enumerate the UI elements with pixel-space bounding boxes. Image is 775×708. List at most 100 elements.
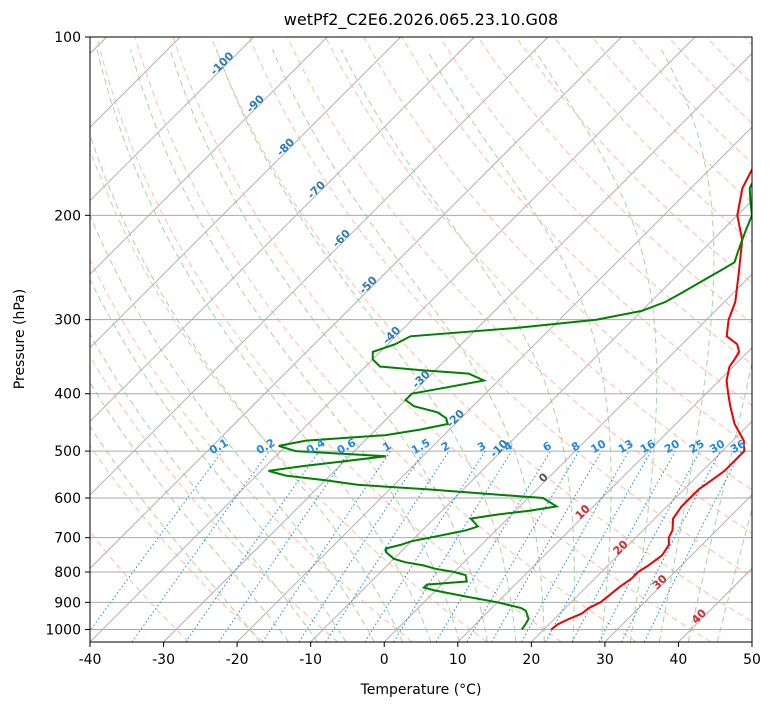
- moist-adiabat-line: [716, 507, 752, 642]
- isotherm-line: [604, 494, 752, 642]
- mixing-ratio-label: 0.2: [254, 436, 277, 457]
- dry-adiabat-line: [90, 531, 190, 642]
- mixing-ratio-label: 1: [380, 439, 393, 454]
- dry-adiabat-line: [744, 37, 752, 46]
- x-tick-label: -10: [299, 652, 322, 668]
- isotherm-line: [90, 37, 696, 642]
- isotherm-line: [90, 37, 475, 422]
- mixing-ratio-line: [466, 450, 580, 642]
- y-tick-label: 800: [54, 565, 81, 581]
- moist-adiabat-line: [169, 49, 488, 642]
- isotherm-line: [90, 37, 622, 570]
- moist-adiabat-line: [687, 360, 752, 642]
- y-tick-label: 600: [54, 491, 81, 507]
- mixing-ratio-label: 20: [662, 437, 682, 456]
- mixing-ratio-label: 3: [475, 439, 488, 454]
- isotherm-line: [751, 641, 752, 642]
- temperature-line: [550, 167, 752, 631]
- dry-adiabat-line: [90, 355, 339, 642]
- mixing-ratio-line: [643, 450, 742, 642]
- moist-adiabat-line: [216, 49, 517, 642]
- moist-adiabat-line: [90, 132, 404, 642]
- dewpoint-line: [268, 181, 752, 630]
- y-tick-label: 100: [54, 30, 81, 46]
- mixing-ratio-label: 8: [569, 439, 582, 454]
- moist-adiabat-line: [340, 49, 575, 642]
- isotherm-label: -90: [244, 92, 267, 115]
- isotherm-label: -40: [380, 324, 403, 347]
- plot-frame: [89, 36, 753, 643]
- mixing-ratio-line: [185, 450, 320, 642]
- dry-adiabat-line: [629, 37, 752, 164]
- y-tick-label: 200: [54, 208, 81, 224]
- dry-adiabat-line: [96, 37, 562, 642]
- moist-adiabat-line: [272, 49, 545, 642]
- moist-adiabat-line: [533, 49, 658, 642]
- mixing-ratio-label: 13: [616, 437, 636, 456]
- isotherm-label: -100: [208, 49, 237, 78]
- isotherm-line: [90, 37, 254, 202]
- isotherm-line: [457, 347, 752, 642]
- moist-adiabat-line: [90, 381, 290, 642]
- x-tick-label: 30: [596, 652, 614, 668]
- isotherm-label: -20: [444, 407, 467, 430]
- dry-adiabat-line: [90, 148, 488, 642]
- mixing-ratio-line: [435, 450, 551, 642]
- x-tick-label: 20: [522, 652, 540, 668]
- mixing-ratio-label: 10: [589, 437, 609, 456]
- isotherm-label: -70: [305, 178, 328, 201]
- mixing-ratio-label: 25: [687, 437, 707, 456]
- dry-adiabat-line: [286, 37, 752, 534]
- moist-adiabat-line: [90, 425, 261, 642]
- y-tick-label: 500: [54, 444, 81, 460]
- isotherm-line: [90, 37, 328, 275]
- x-tick-label: 40: [670, 652, 688, 668]
- mixing-ratio-line: [521, 450, 630, 642]
- moist-adiabat-line: [90, 278, 347, 642]
- dry-adiabat-line: [172, 37, 712, 642]
- background-lines: [90, 37, 752, 642]
- mixing-ratio-label: 30: [707, 437, 727, 456]
- isotherm-label: 40: [689, 606, 709, 626]
- x-axis-label: Temperature (°C): [360, 682, 482, 698]
- isotherm-line: [90, 37, 549, 496]
- isotherm-label: -60: [330, 227, 353, 250]
- y-tick-label: 900: [54, 595, 81, 611]
- moist-adiabat-line: [130, 49, 460, 642]
- dry-adiabat-line: [439, 37, 752, 365]
- x-tick-label: -30: [152, 652, 175, 668]
- mixing-ratio-line: [90, 450, 223, 632]
- x-tick-label: -20: [226, 652, 249, 668]
- mixing-ratio-line: [325, 450, 450, 642]
- mixing-ratio-line: [131, 450, 270, 642]
- dry-adiabat-line: [248, 37, 752, 578]
- chart-title: wetPf2_C2E6.2026.065.23.10.G08: [284, 10, 558, 30]
- dry-adiabat-line: [515, 37, 752, 284]
- y-tick-label: 400: [54, 387, 81, 403]
- series-layer: [268, 167, 752, 631]
- dry-adiabat-line: [90, 258, 413, 642]
- isotherm-label: 30: [650, 572, 670, 592]
- moist-adiabat-line: [426, 49, 612, 642]
- y-tick-label: 1000: [45, 622, 81, 638]
- y-tick-label: 700: [54, 531, 81, 547]
- y-tick-label: 300: [54, 313, 81, 329]
- moist-adiabat-line: [96, 49, 432, 642]
- isotherm-line: [163, 52, 752, 642]
- isotherm-label: -80: [274, 135, 297, 158]
- isotherm-label: 20: [611, 538, 631, 558]
- isotherm-line: [236, 126, 752, 642]
- dry-adiabat-line: [210, 37, 752, 623]
- mixing-ratio-line: [571, 450, 676, 642]
- y-axis-label: Pressure (hPa): [12, 289, 28, 389]
- dry-adiabat-line: [90, 445, 264, 642]
- mixing-ratio-label: 2: [439, 439, 452, 454]
- x-tick-label: 50: [743, 652, 761, 668]
- x-tick-label: -40: [79, 652, 102, 668]
- mixing-ratio-label: 36: [728, 437, 748, 456]
- isotherm-line: [678, 567, 752, 642]
- isotherm-line: [90, 37, 402, 349]
- axes: -40 -30 -20 -10 0 10 20 30 40 50 1000 900 800 700 600 5…: [45, 30, 761, 668]
- x-tick-label: 10: [449, 652, 467, 668]
- isotherm-line: [383, 273, 752, 642]
